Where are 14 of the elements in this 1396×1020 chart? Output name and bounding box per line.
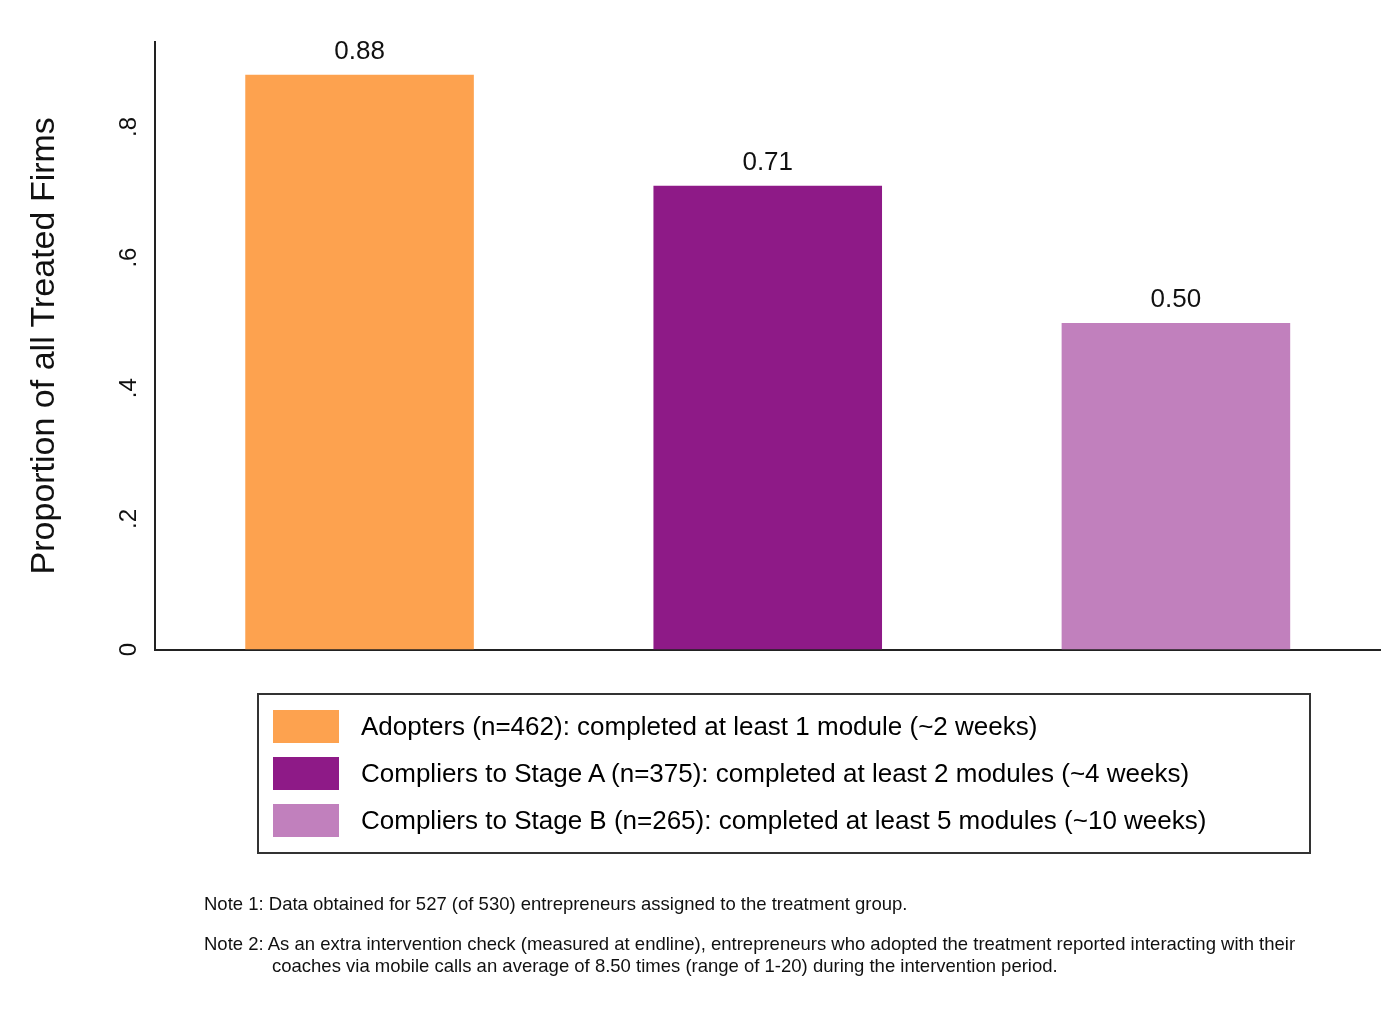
y-tick-label: .8 xyxy=(114,116,142,137)
data-label: 0.50 xyxy=(1150,283,1202,314)
text: Note 1: Data obtained for 527 (of 530) entrepreneurs assigned to the treatment group. xyxy=(204,893,909,915)
legend-label: Adopters (n=462): completed at least 1 module (~2 weeks) xyxy=(361,711,1038,742)
legend-label: Compliers to Stage B (n=265): completed at least 5 modules (~10 weeks) xyxy=(361,805,1207,836)
y-tick-label: 0 xyxy=(114,642,142,657)
y-tick-label: .4 xyxy=(114,378,142,399)
y-axis-title: Proportion of all Treated Firms xyxy=(22,117,61,575)
data-label: 0.88 xyxy=(334,34,385,65)
y-tick-label: .6 xyxy=(114,247,142,268)
y-tick-label: .2 xyxy=(114,508,142,529)
data-label: 0.71 xyxy=(742,145,794,176)
text: Note 2: As an extra intervention check (measured at endline), entrepreneurs who adopted the treatment reported interacting with their coaches via mobile calls an average of 8.50 times (range of 1-20) during the intervention period. xyxy=(204,933,1297,977)
legend-label: Compliers to Stage A (n=375): completed at least 2 modules (~4 weeks) xyxy=(361,758,1190,789)
